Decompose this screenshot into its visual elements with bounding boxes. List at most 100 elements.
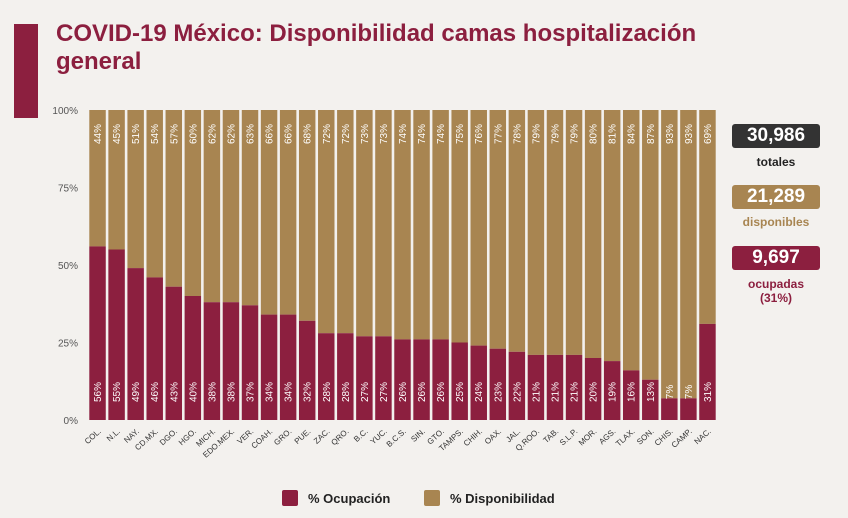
bar-label-disponibilidad: 66%	[265, 124, 276, 144]
bar-disponibilidad	[451, 110, 468, 343]
bar-disponibilidad	[127, 110, 144, 269]
bar-disponibilidad	[260, 110, 278, 315]
bar-disponibilidad	[489, 110, 507, 349]
bar-disponibilidad	[432, 110, 449, 340]
x-tick-label: B.C.S.	[385, 427, 408, 449]
bar-label-ocupacion: 25%	[455, 382, 466, 402]
occupied-beds-percent: (31%)	[759, 291, 792, 305]
bar-disponibilidad	[337, 110, 354, 334]
bar-label-ocupacion: 22%	[512, 382, 523, 402]
bar-disponibilidad	[699, 110, 716, 324]
bar-label-disponibilidad: 60%	[188, 124, 199, 144]
bar-ocupacion	[375, 336, 392, 420]
bar-label-disponibilidad: 45%	[112, 124, 123, 144]
bar-ocupacion	[584, 358, 602, 420]
bar-ocupacion	[108, 249, 125, 420]
y-tick-label: 25%	[58, 339, 78, 350]
bar-ocupacion	[680, 398, 697, 420]
bar-ocupacion	[546, 354, 564, 420]
y-tick-label: 0%	[64, 416, 79, 427]
bar-label-ocupacion: 26%	[436, 382, 447, 402]
bar-label-ocupacion: 23%	[493, 382, 504, 402]
bar-label-ocupacion: 13%	[646, 382, 657, 402]
bar-label-disponibilidad: 79%	[531, 124, 542, 144]
bar-disponibilidad	[356, 110, 373, 337]
bar-label-ocupacion: 28%	[341, 382, 352, 402]
bar-label-ocupacion: 21%	[570, 382, 581, 402]
bar-ocupacion	[241, 305, 259, 420]
bar-label-disponibilidad: 72%	[322, 124, 333, 144]
bar-disponibilidad	[413, 110, 430, 340]
bar-ocupacion	[279, 314, 297, 420]
legend-label-available: % Disponibilidad	[450, 490, 555, 506]
bars: 44% 56% 45% 55% 51% 49% 54% 46% 57% 43% 60% 40% 62% 3…	[89, 110, 716, 420]
x-tick-label: OAX.	[483, 427, 503, 446]
bar-label-ocupacion: 7%	[665, 385, 676, 400]
bar-ocupacion	[642, 379, 659, 420]
bar-label-disponibilidad: 68%	[303, 124, 314, 144]
bar-label-disponibilidad: 62%	[207, 124, 218, 144]
x-tick-label: TAB.	[542, 427, 561, 445]
bar-ocupacion	[260, 314, 278, 420]
x-tick-label: TLAX.	[614, 427, 637, 449]
bar-ocupacion	[451, 342, 468, 420]
page-title: COVID-19 México: Disponibilidad camas ho…	[56, 20, 697, 75]
bar-label-ocupacion: 40%	[188, 382, 199, 402]
bar-ocupacion	[146, 277, 163, 420]
bar-label-ocupacion: 32%	[303, 382, 314, 402]
bar-label-ocupacion: 7%	[684, 385, 695, 400]
bar-disponibilidad	[565, 110, 583, 355]
bar-label-disponibilidad: 72%	[341, 124, 352, 144]
bar-disponibilidad	[184, 110, 202, 296]
bar-label-ocupacion: 26%	[398, 382, 409, 402]
bar-ocupacion	[298, 320, 316, 420]
bar-disponibilidad	[470, 110, 487, 346]
bar-label-disponibilidad: 80%	[589, 124, 600, 144]
bar-disponibilidad	[241, 110, 259, 306]
bar-label-ocupacion: 43%	[169, 382, 180, 402]
bar-label-disponibilidad: 76%	[474, 124, 485, 144]
x-tick-label: COAH.	[250, 427, 275, 451]
legend-item-available: % Disponibilidad	[424, 488, 555, 508]
bar-ocupacion	[527, 354, 545, 420]
bar-label-disponibilidad: 84%	[627, 124, 638, 144]
bar-label-ocupacion: 38%	[207, 382, 218, 402]
bar-label-ocupacion: 38%	[226, 382, 237, 402]
x-tick-label: ZAC.	[312, 427, 332, 446]
x-tick-label: N.L.	[105, 427, 122, 444]
bar-label-ocupacion: 56%	[93, 382, 104, 402]
x-tick-label: DGO.	[158, 427, 179, 447]
bar-ocupacion	[337, 333, 354, 420]
y-tick-label: 75%	[58, 184, 78, 195]
y-tick-label: 100%	[52, 106, 78, 117]
bar-ocupacion	[222, 302, 240, 420]
bar-disponibilidad	[661, 110, 678, 399]
total-beds-label: totales	[756, 155, 796, 169]
bar-label-ocupacion: 19%	[608, 382, 619, 402]
bar-label-ocupacion: 24%	[474, 382, 485, 402]
accent-bar	[14, 24, 38, 118]
bar-label-ocupacion: 31%	[703, 382, 714, 402]
y-tick-label: 50%	[58, 261, 78, 272]
available-beds-value: 21,289	[732, 185, 820, 209]
bar-ocupacion	[89, 246, 106, 420]
bar-disponibilidad	[298, 110, 316, 321]
x-tick-label: SIN.	[409, 427, 427, 444]
legend-item-occupied: % Ocupación	[282, 488, 390, 508]
bar-ocupacion	[661, 398, 678, 420]
x-tick-label: GRO.	[272, 427, 293, 447]
bar-disponibilidad	[279, 110, 297, 315]
bar-disponibilidad	[508, 110, 526, 352]
bar-ocupacion	[432, 339, 449, 420]
bar-label-disponibilidad: 74%	[417, 124, 428, 144]
bar-label-ocupacion: 34%	[284, 382, 295, 402]
bar-ocupacion	[489, 348, 507, 420]
bar-disponibilidad	[622, 110, 640, 371]
legend-label-occupied: % Ocupación	[308, 490, 391, 506]
bar-label-ocupacion: 26%	[417, 382, 428, 402]
bar-label-disponibilidad: 62%	[226, 124, 237, 144]
bar-label-disponibilidad: 79%	[550, 124, 561, 144]
bar-label-ocupacion: 21%	[550, 382, 561, 402]
bar-disponibilidad	[89, 110, 106, 247]
bar-ocupacion	[165, 286, 183, 420]
